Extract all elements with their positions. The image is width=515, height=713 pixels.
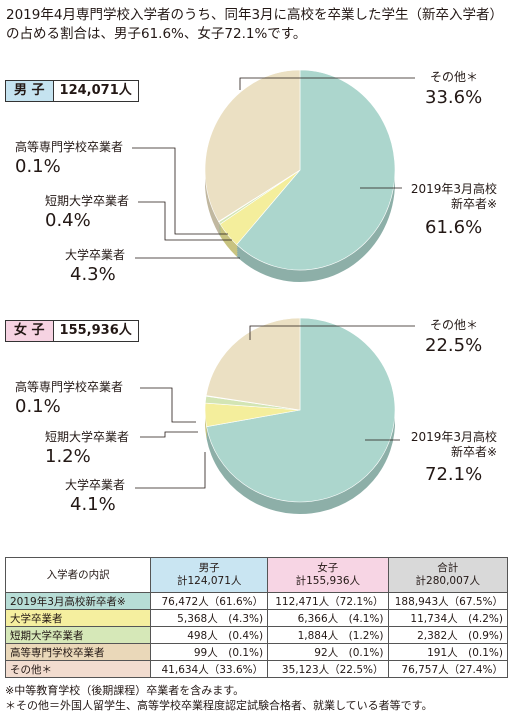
table-header: 入学者の内訳 男子 計124,071人 女子 計155,936人 合計 計280,007人 — [4, 557, 508, 593]
legend-box: 女 子 155,936人 — [5, 320, 139, 342]
table-cell: 112,471人（72.1%） — [267, 592, 389, 610]
table-cell: 2019年3月高校新卒者※ — [4, 592, 152, 610]
slice — [236, 69, 396, 271]
table-cell: 2,382人 (0.9%) — [387, 626, 508, 644]
legend-box: 男 子 124,071人 — [5, 80, 139, 102]
slice-value: 72.1% — [425, 464, 483, 485]
slice-label: 2019年3月高校新卒者※ — [410, 182, 497, 211]
header-text: 計155,936人 — [295, 575, 361, 587]
slice-label: 高等専門学校卒業者 — [15, 380, 124, 394]
table-cell: その他＊ — [4, 660, 152, 678]
slice-value: 33.6% — [425, 87, 483, 108]
slice-value: 0.4% — [45, 210, 91, 231]
table-cell: 短期大学卒業者 — [4, 626, 152, 644]
table-cell: 76,757人（27.4%） — [387, 660, 508, 678]
header-text: 計124,071人 — [176, 575, 242, 587]
slice-value: 4.1% — [70, 494, 116, 515]
leader-line — [132, 147, 228, 235]
header-text: 男子 — [198, 562, 220, 574]
table-row: その他＊ 41,634人（33.6%） 35,123人（22.5%） 76,757人（… — [4, 660, 508, 678]
leader-line — [140, 387, 196, 423]
table-cell: 6,366人 (4.1%) — [267, 609, 389, 627]
leader-line — [239, 77, 415, 90]
table-cell: 5,368人 (4.3%) — [150, 609, 269, 627]
table-cell: 188,943人（67.5%） — [387, 592, 508, 610]
slice-label: 短期大学卒業者 — [45, 430, 130, 444]
table-cell: 498人 (0.4%) — [150, 626, 269, 644]
chart-subtitle: 155,936人 — [59, 323, 132, 338]
table-cell: 1,884人 (1.2%) — [267, 626, 389, 644]
table-row: 高等専門学校卒業者 99人 (0.1%) 92人 (0.1%) 191人 (0.1%) — [4, 643, 508, 661]
chart-title: 男 子 — [6, 81, 54, 101]
header-cell: 入学者の内訳 — [4, 557, 152, 593]
slice — [205, 317, 301, 411]
header-text: 合計 — [437, 562, 459, 574]
slice-label: 大学卒業者 — [65, 478, 126, 492]
slice-label: その他＊ — [430, 70, 479, 84]
table-cell: 35,123人（22.5%） — [267, 660, 389, 678]
header-text: 入学者の内訳 — [46, 568, 110, 581]
header-cell: 合計 計280,007人 — [387, 557, 508, 593]
slice-label: その他＊ — [430, 318, 479, 332]
slice-value: 1.2% — [45, 446, 91, 467]
table-cell: 11,734人 (4.2%) — [387, 609, 508, 627]
table-cell: 76,472人（61.6%） — [150, 592, 269, 610]
slice-value: 61.6% — [425, 217, 483, 238]
leader-line — [140, 431, 198, 438]
slice-value: 22.5% — [425, 335, 483, 356]
table-cell: 99人 (0.1%) — [150, 643, 269, 661]
header-cell: 男子 計124,071人 — [150, 557, 269, 593]
slice — [206, 317, 396, 503]
slice-label: 短期大学卒業者 — [45, 194, 130, 208]
slice-value: 4.3% — [70, 264, 116, 285]
slice-value: 0.1% — [15, 156, 61, 177]
table-row: 大学卒業者 5,368人 (4.3%) 6,366人 (4.1%) 11,734人 (… — [4, 609, 508, 627]
table: 入学者の内訳 男子 計124,071人 女子 計155,936人 合計 計280,007人 2… — [4, 557, 508, 678]
table-row: 短期大学卒業者 498人 (0.4%) 1,884人 (1.2%) 2,382人 (0… — [4, 626, 508, 644]
slice-label: 2019年3月高校新卒者※ — [410, 430, 497, 459]
chart-subtitle: 124,071人 — [59, 83, 132, 98]
header-text: 計280,007人 — [415, 575, 480, 587]
intro: 2019年4月専門学校入学者のうち、同年3月に高校を卒業した学生（新卒入学者）の… — [6, 7, 504, 42]
header-cell: 女子 計155,936人 — [267, 557, 389, 593]
table-cell: 92人 (0.1%) — [267, 643, 389, 661]
chart-title: 女 子 — [6, 321, 54, 341]
table-cell: 大学卒業者 — [4, 609, 152, 627]
leader-line — [135, 452, 206, 489]
table-cell: 高等専門学校卒業者 — [4, 643, 152, 661]
table-row: 2019年3月高校新卒者※ 76,472人（61.6%） 112,471人（72.1… — [4, 592, 508, 610]
note: ＊その他＝外国人留学生、高等学校卒業程度認定試験合格者、就業している者等です。 — [5, 699, 433, 712]
note: ※中等教育学校（後期課程）卒業者を含みます。 — [5, 684, 245, 697]
leader-line — [138, 201, 232, 241]
slice-value: 0.1% — [15, 396, 61, 417]
table-cell: 41,634人（33.6%） — [150, 660, 269, 678]
leader-line — [249, 325, 415, 340]
slice-label: 高等専門学校卒業者 — [15, 140, 124, 154]
slice — [204, 69, 301, 222]
slice-label: 大学卒業者 — [65, 248, 126, 262]
table-cell: 191人 (0.1%) — [387, 643, 508, 661]
header-text: 女子 — [317, 562, 339, 574]
